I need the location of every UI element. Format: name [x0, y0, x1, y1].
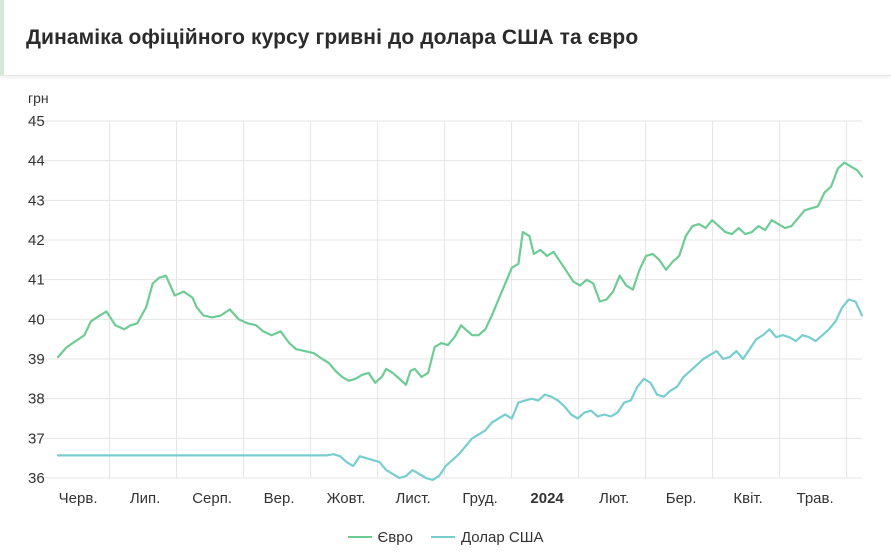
- y-tick-label: 43: [28, 192, 45, 209]
- y-axis-label: грн: [28, 90, 49, 106]
- x-tick-label: Серп.: [192, 490, 232, 507]
- legend-swatch-usd: [430, 536, 455, 538]
- y-tick-label: 41: [28, 272, 45, 289]
- y-tick-label: 44: [28, 153, 45, 170]
- legend-item-euro[interactable]: Євро: [347, 528, 413, 546]
- x-tick-label: Лют.: [599, 490, 629, 507]
- x-tick-label: Бер.: [666, 490, 697, 507]
- page-title: Динаміка офіційного курсу гривні до дола…: [26, 26, 639, 49]
- y-tick-label: 39: [28, 351, 45, 368]
- x-tick-label: Трав.: [797, 490, 834, 507]
- x-tick-label: Вер.: [264, 490, 295, 507]
- y-tick-label: 40: [28, 311, 45, 328]
- x-tick-label: Лип.: [130, 490, 161, 507]
- x-tick-label: Жовт.: [327, 490, 366, 507]
- euro-series-line: [56, 161, 864, 386]
- legend-label-euro: Євро: [377, 528, 413, 546]
- y-tick-label: 38: [28, 391, 45, 408]
- legend-label-usd: Долар США: [460, 528, 544, 546]
- chart-header: Динаміка офіційного курсу гривні до дола…: [0, 0, 891, 76]
- legend-item-usd[interactable]: Долар США: [430, 528, 544, 546]
- y-tick-label: 45: [28, 113, 45, 130]
- chart-legend: Євро Долар США: [0, 525, 891, 549]
- legend-swatch-euro: [347, 536, 372, 538]
- y-tick-label: 36: [28, 470, 45, 487]
- usd-series-line: [56, 298, 864, 482]
- x-tick-label: Черв.: [59, 490, 98, 507]
- x-tick-label: 2024: [530, 490, 564, 507]
- currency-line-chart: 36 37 38 39 40 41 42 43 44 45 грн Черв. Лип. Серп. Вер…: [28, 90, 864, 507]
- x-tick-label: Груд.: [462, 490, 497, 507]
- y-tick-label: 37: [28, 430, 45, 447]
- y-tick-label: 42: [28, 232, 45, 249]
- x-tick-label: Лист.: [396, 490, 431, 507]
- x-tick-label: Квіт.: [733, 490, 762, 507]
